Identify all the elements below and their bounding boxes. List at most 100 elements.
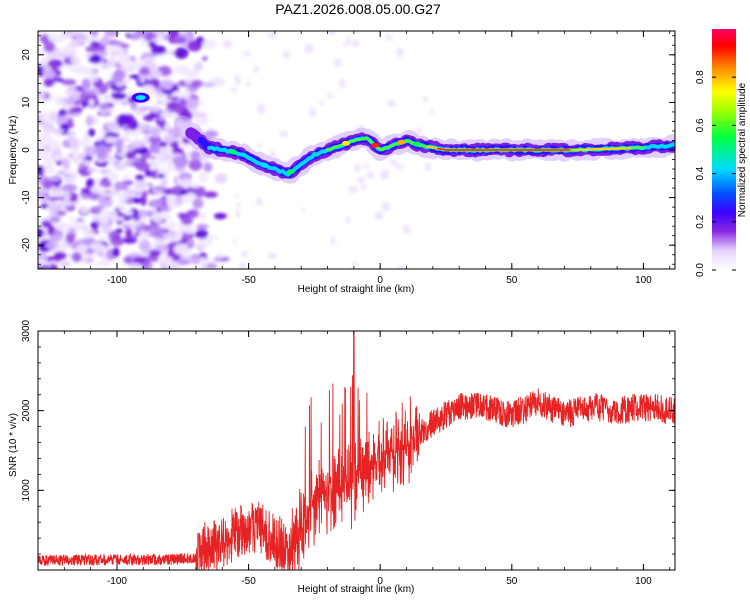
noise-blob [135, 161, 151, 172]
noise-blob [152, 211, 167, 217]
noise-blob [70, 133, 77, 138]
noise-blob [222, 39, 232, 49]
noise-blob [127, 31, 136, 36]
noise-blob [345, 216, 351, 224]
spectrogram-y-label: Frequency (Hz) [8, 116, 19, 185]
noise-blob [38, 165, 45, 177]
noise-blob [134, 31, 144, 39]
noise-blob [45, 256, 57, 262]
spectrogram-y-tick-label: 20 [21, 49, 32, 61]
noise-blob [183, 97, 200, 110]
noise-blob [79, 137, 92, 149]
noise-blob [125, 151, 137, 160]
noise-blob [179, 189, 189, 196]
ridge-core-red [437, 147, 571, 151]
noise-blob [182, 88, 191, 100]
noise-blob [110, 41, 125, 46]
noise-blob [85, 45, 100, 53]
noise-blob [327, 31, 336, 35]
spectrogram-x-tick-label: 0 [377, 275, 383, 286]
snr-x-tick-label: -100 [107, 576, 127, 587]
noise-blob [327, 92, 333, 99]
noise-blob [72, 252, 82, 263]
noise-blob [100, 63, 110, 70]
noise-blob [59, 260, 71, 268]
noise-blob [96, 150, 108, 160]
noise-blob [53, 251, 67, 261]
noise-blob [386, 99, 396, 108]
noise-blob [188, 159, 203, 171]
noise-blob [43, 69, 56, 78]
spectrogram-x-tick-label: 100 [635, 275, 652, 286]
snr-y-label: SNR (10 * v/v) [8, 413, 19, 477]
noise-blob [430, 108, 435, 115]
spectrogram-y-tick-label: 0 [21, 147, 32, 153]
noise-blob [62, 158, 70, 169]
noise-blob [354, 163, 361, 173]
spectrogram-image [38, 31, 675, 269]
noise-blob [137, 106, 153, 111]
noise-blob [152, 70, 163, 79]
noise-blob [69, 64, 85, 74]
noise-blob [47, 196, 59, 202]
noise-blob [91, 67, 99, 75]
noise-blob [142, 84, 155, 92]
noise-blob [152, 214, 164, 224]
noise-blob [203, 191, 218, 198]
noise-blob [201, 56, 208, 61]
noise-blob [267, 32, 277, 39]
noise-blob [319, 100, 325, 106]
noise-blob [123, 256, 133, 264]
noise-blob [57, 53, 71, 59]
noise-blob [330, 236, 336, 246]
noise-blob [67, 117, 74, 128]
noise-blob [148, 135, 162, 144]
noise-blob [183, 218, 191, 224]
spectrogram-y-tick-label: 10 [21, 96, 32, 108]
noise-blob [255, 197, 263, 207]
noise-blob [245, 80, 251, 87]
noise-blob [138, 122, 146, 132]
noise-blob [194, 186, 206, 198]
noise-blob [134, 190, 142, 197]
noise-blob [206, 263, 218, 269]
noise-blob [49, 233, 63, 243]
noise-blob [43, 154, 53, 166]
noise-blob [388, 158, 398, 166]
noise-blob [140, 195, 147, 207]
noise-blob [279, 130, 288, 138]
noise-blob [188, 209, 199, 218]
noise-blob [64, 96, 76, 106]
noise-blob [63, 176, 78, 182]
noise-blob [121, 180, 134, 186]
noise-blob [173, 243, 190, 256]
noise-blob [164, 262, 179, 269]
noise-blob [39, 133, 49, 139]
noise-blob [402, 224, 410, 235]
noise-blob [424, 161, 431, 172]
noise-blob [71, 60, 80, 66]
noise-blob [172, 36, 187, 45]
snr-x-label: Height of straight line (km) [298, 584, 415, 595]
noise-blob [198, 172, 209, 183]
noise-blob [80, 205, 89, 215]
colorbar-tick-label: 0.0 [695, 263, 706, 277]
noise-blob [94, 261, 108, 267]
spectrogram-y-axis: -20 -10 0 10 20 [21, 35, 675, 265]
colorbar-ticks: 0.0 0.2 0.4 0.6 0.8 [695, 70, 736, 277]
noise-blob [235, 202, 242, 208]
colorbar-tick-label: 0.2 [695, 214, 706, 228]
noise-blob [362, 163, 370, 169]
noise-blob [38, 228, 44, 238]
noise-blob [140, 146, 148, 153]
noise-blob [156, 173, 166, 179]
noise-blob [350, 261, 359, 267]
noise-blob [346, 35, 351, 46]
noise-blob [53, 154, 64, 161]
noise-blob [81, 100, 88, 108]
noise-blob [52, 34, 65, 43]
noise-blob [89, 54, 102, 64]
noise-blob [194, 61, 204, 71]
noise-blob [194, 229, 209, 239]
colorbar: 0.0 0.2 0.4 0.6 0.8 Normalized spectral ampl… [695, 29, 748, 277]
